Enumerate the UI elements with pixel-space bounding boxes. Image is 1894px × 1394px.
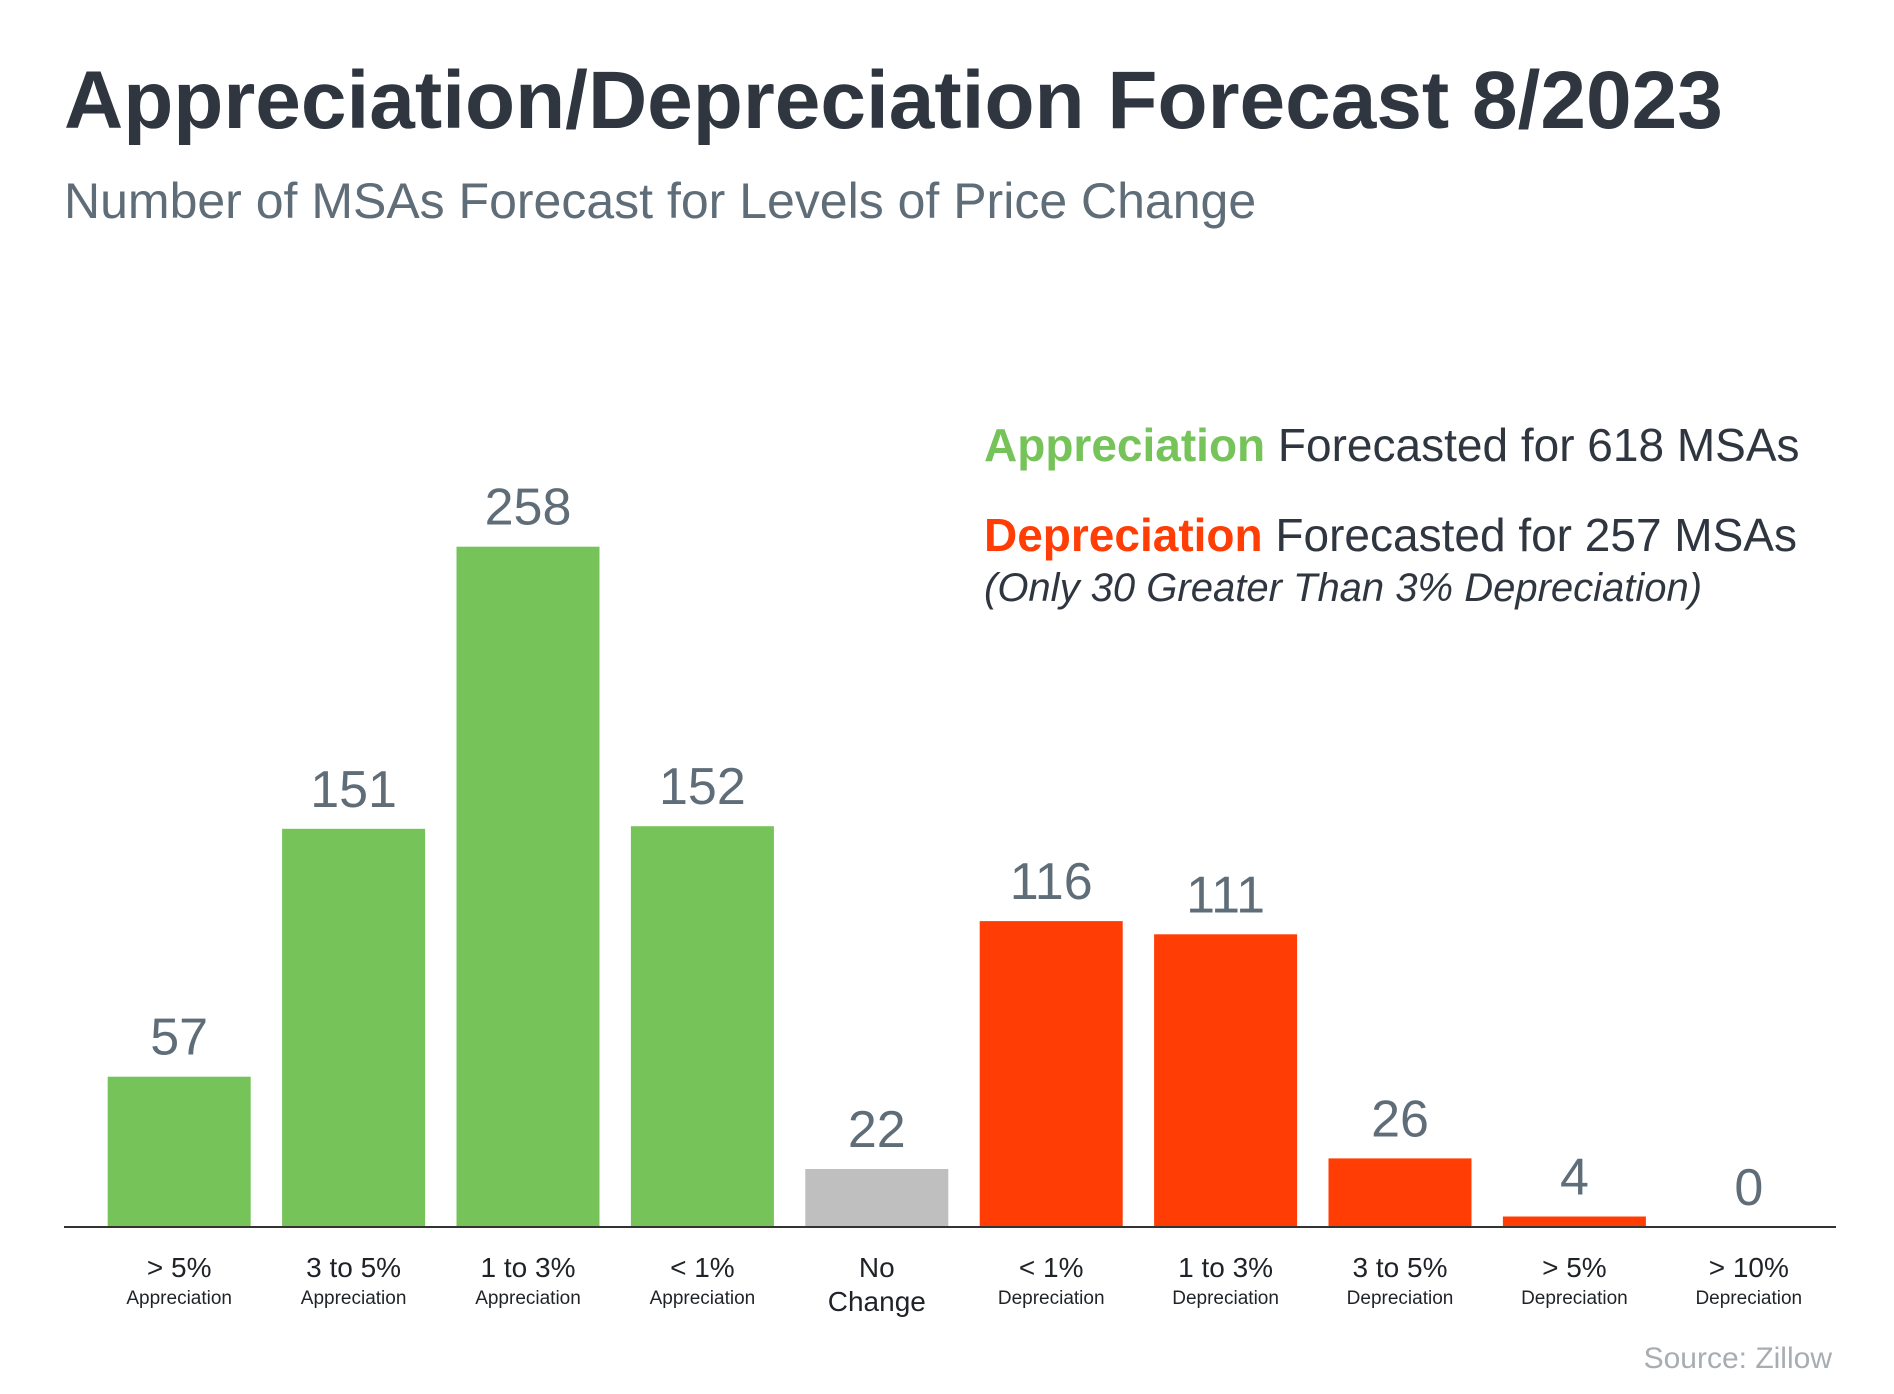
bar-value-label-5: 22 — [848, 1101, 906, 1159]
tick-sublabel-2: Appreciation — [301, 1288, 407, 1309]
bar-9 — [1502, 1216, 1646, 1227]
legend-appreciation-keyword: Appreciation — [984, 419, 1266, 471]
legend: Appreciation Forecasted for 618 MSAs Dep… — [984, 418, 1874, 611]
tick-sublabel-8: Depreciation — [1347, 1288, 1454, 1309]
legend-depreciation-text: Forecasted for 257 MSAs — [1262, 509, 1797, 561]
bar-value-label-9: 4 — [1560, 1149, 1589, 1207]
tick-label-4: < 1% — [670, 1252, 735, 1283]
tick-sublabel-5: Change — [828, 1286, 926, 1317]
tick-label-7: 1 to 3% — [1178, 1252, 1273, 1283]
tick-sublabel-9: Depreciation — [1521, 1288, 1628, 1309]
bar-value-label-7: 111 — [1186, 866, 1265, 924]
page-subtitle: Number of MSAs Forecast for Levels of Pr… — [64, 173, 1257, 229]
bar-value-label-1: 57 — [150, 1009, 208, 1067]
legend-appreciation-text: Forecasted for 618 MSAs — [1265, 419, 1800, 471]
tick-label-9: > 5% — [1542, 1252, 1607, 1283]
bar-5 — [805, 1169, 949, 1227]
bar-1 — [107, 1076, 251, 1227]
legend-appreciation: Appreciation Forecasted for 618 MSAs — [984, 418, 1874, 478]
tick-label-1: > 5% — [147, 1252, 212, 1283]
tick-sublabel-4: Appreciation — [650, 1288, 756, 1309]
tick-label-10: > 10% — [1709, 1252, 1789, 1283]
tick-label-6: < 1% — [1019, 1252, 1084, 1283]
page-title: Appreciation/Depreciation Forecast 8/202… — [64, 55, 1723, 146]
tick-sublabel-1: Appreciation — [126, 1288, 232, 1309]
bar-value-label-8: 26 — [1371, 1090, 1429, 1148]
bar-6 — [979, 921, 1123, 1227]
legend-note: (Only 30 Greater Than 3% Depreciation) — [984, 566, 1703, 610]
tick-label-2: 3 to 5% — [306, 1252, 401, 1283]
bar-value-label-4: 152 — [659, 758, 746, 816]
tick-label-3: 1 to 3% — [481, 1252, 576, 1283]
source-note: Source: Zillow — [1643, 1342, 1832, 1375]
tick-sublabel-3: Appreciation — [475, 1288, 581, 1309]
tick-label-8: 3 to 5% — [1353, 1252, 1448, 1283]
legend-depreciation: Depreciation Forecasted for 257 MSAs — [984, 508, 1874, 568]
tick-sublabel-10: Depreciation — [1695, 1288, 1802, 1309]
bar-value-label-2: 151 — [310, 761, 397, 819]
tick-sublabel-7: Depreciation — [1172, 1288, 1279, 1309]
bar-4 — [630, 826, 774, 1227]
bar-value-label-3: 258 — [485, 479, 572, 537]
bar-value-label-10: 0 — [1734, 1159, 1763, 1217]
tick-sublabel-6: Depreciation — [998, 1288, 1105, 1309]
bar-3 — [456, 546, 600, 1227]
bar-value-label-6: 116 — [1010, 853, 1093, 911]
bar-2 — [282, 828, 426, 1227]
legend-depreciation-keyword: Depreciation — [984, 509, 1263, 561]
bar-8 — [1328, 1158, 1472, 1227]
tick-label-5: No — [859, 1252, 895, 1283]
bar-7 — [1154, 934, 1298, 1227]
